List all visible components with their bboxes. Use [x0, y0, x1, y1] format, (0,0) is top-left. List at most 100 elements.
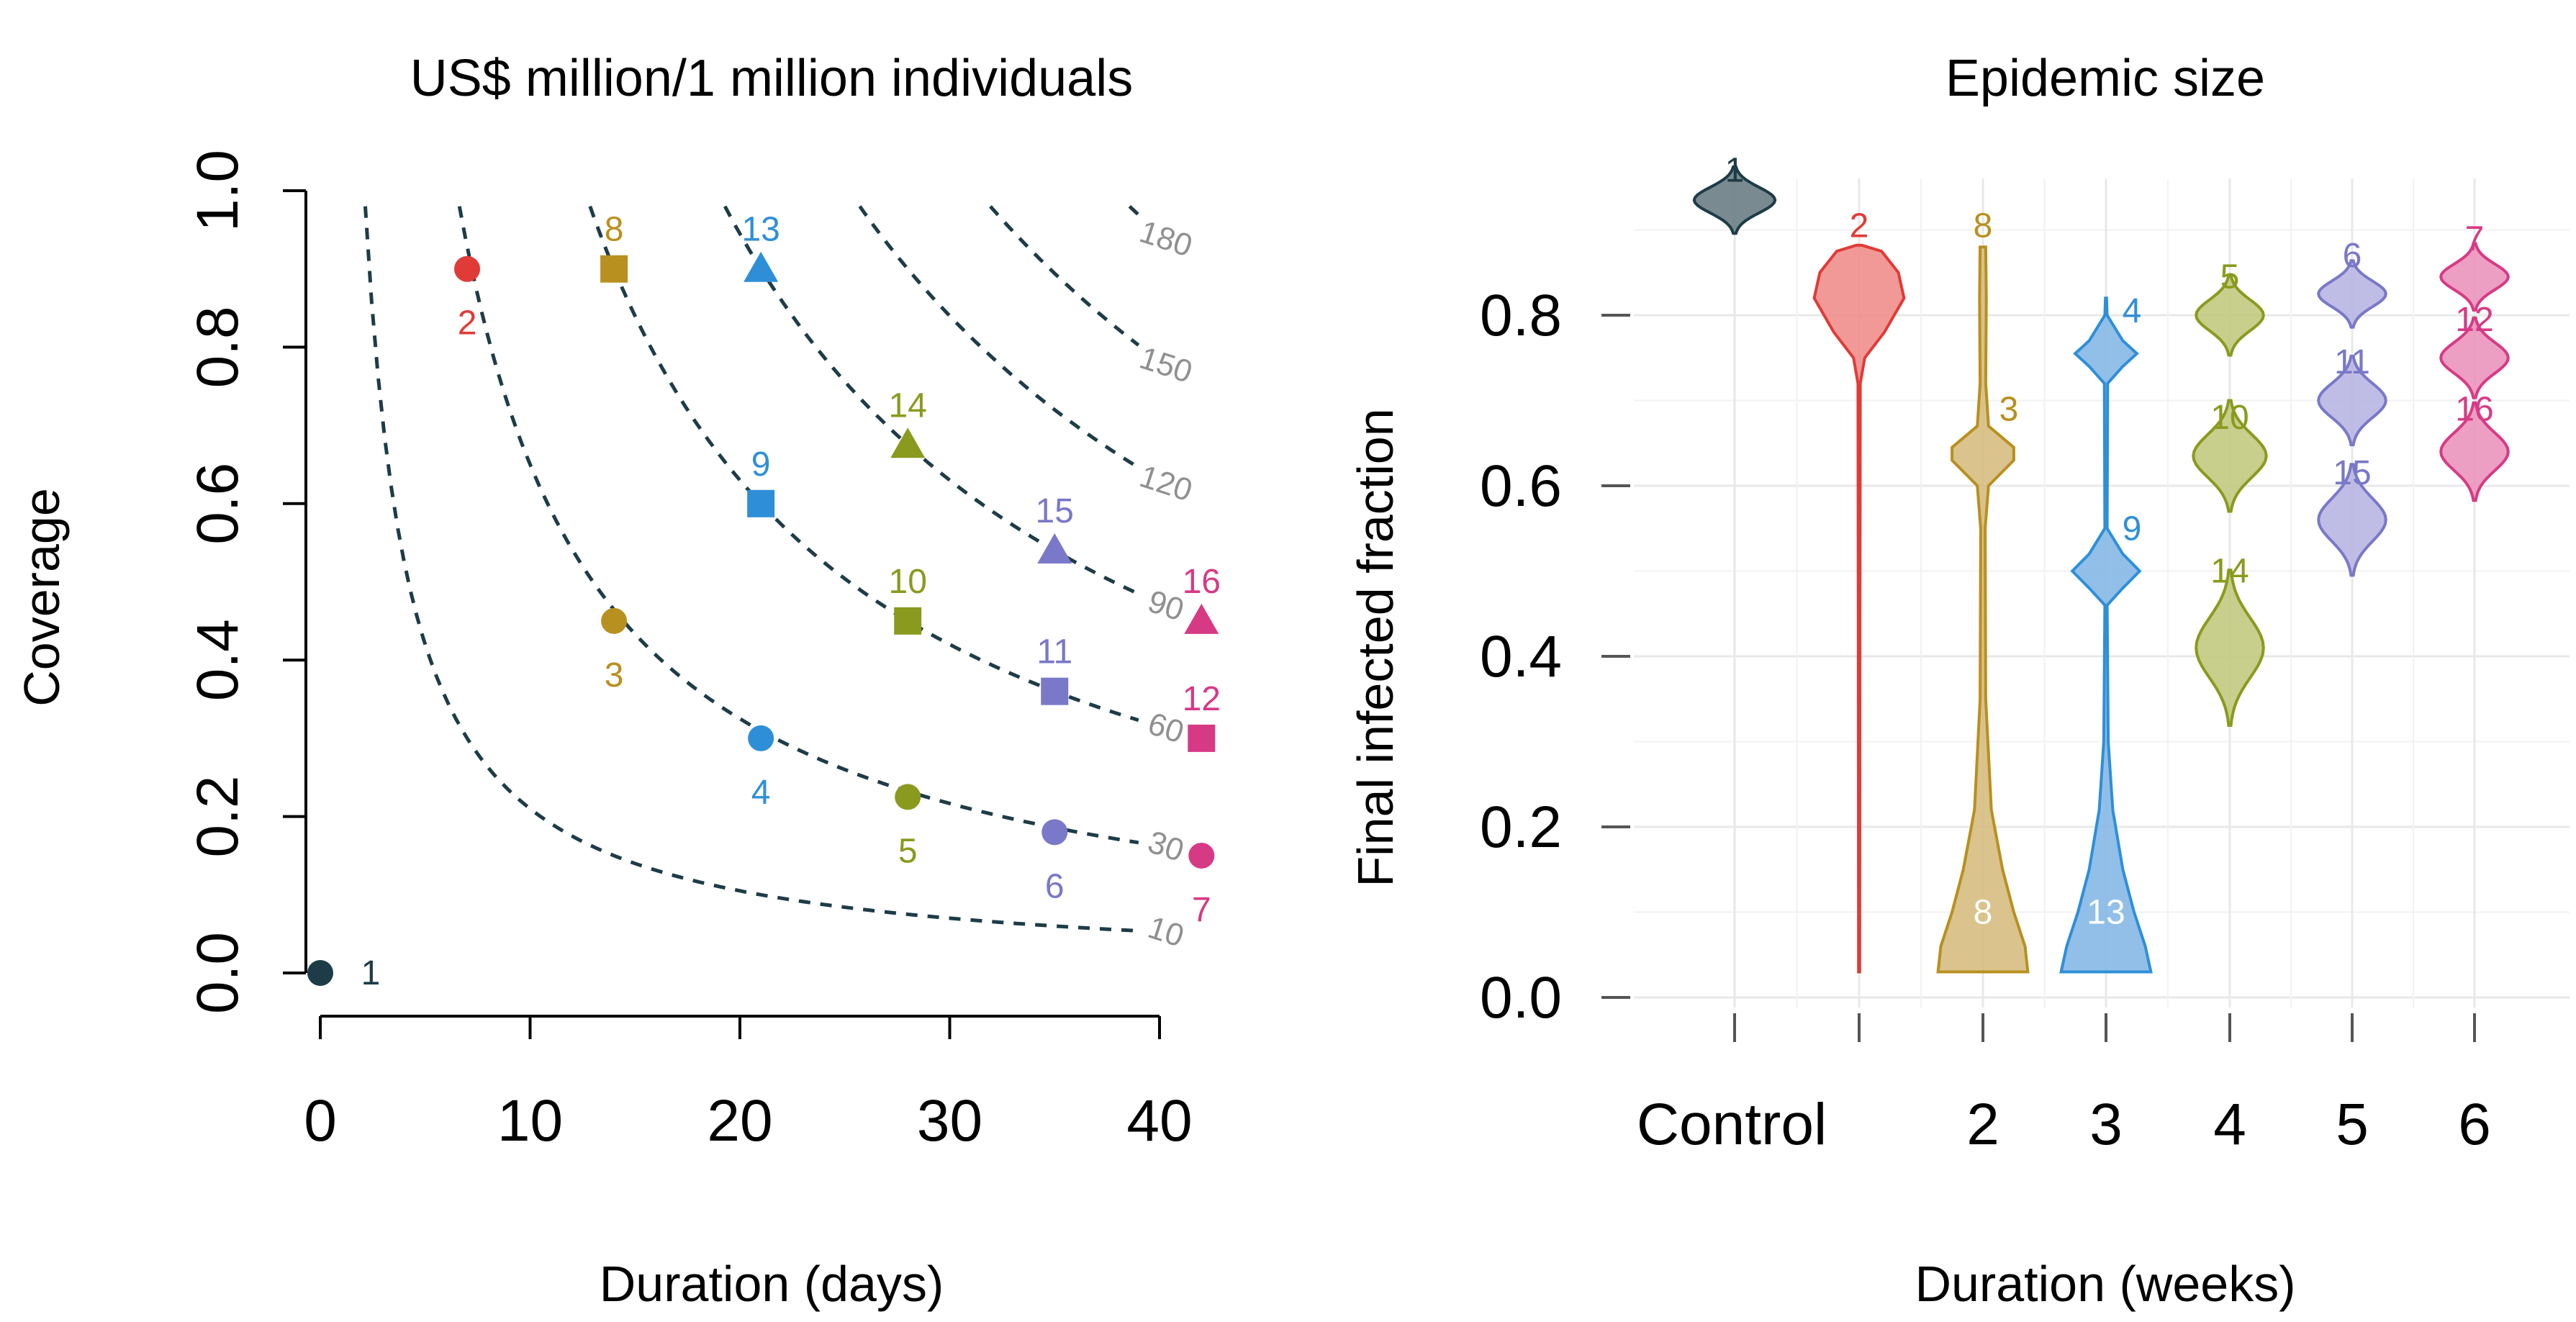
right-x-tick-label: 2 [1966, 1092, 1999, 1157]
point-label-16: 16 [1183, 563, 1221, 601]
left-x-tick-label: 0 [304, 1088, 337, 1154]
point-label-7: 7 [1192, 891, 1211, 929]
point-label-10: 10 [889, 563, 927, 601]
left-y-tick-label: 0.4 [185, 619, 250, 701]
cost-contour-90 [723, 205, 1139, 596]
cost-contour-label: 10 [1144, 910, 1188, 954]
violin-label-5: 5 [2220, 258, 2240, 296]
point-marker-2 [454, 255, 481, 282]
left-y-tick-label: 0.6 [185, 463, 250, 545]
left-y-axis-title: Coverage [14, 488, 70, 707]
violin-mode-label-9: 9 [2123, 510, 2142, 548]
cost-contour-150 [989, 205, 1140, 347]
cost-contour-label: 180 [1135, 214, 1196, 263]
point-label-9: 9 [751, 445, 771, 484]
point-marker-8 [600, 255, 628, 283]
cost-contour-120 [858, 205, 1140, 469]
violin-16 [2439, 401, 2510, 502]
cost-contour-label: 150 [1135, 340, 1196, 390]
right-x-tick-label: 5 [2336, 1092, 2369, 1157]
violin-10 [2192, 399, 2268, 513]
violin-label-14: 14 [2210, 553, 2249, 591]
left-y-tick-label: 0.2 [185, 776, 250, 858]
violin-7 [2439, 242, 2510, 312]
point-marker-5 [895, 784, 921, 810]
right-x-tick-label: 3 [2089, 1092, 2123, 1157]
cost-contour-lines: 10 30 60 90 120 150 180 [363, 204, 1196, 954]
left-panel-title: US$ million/1 million individuals [410, 50, 1133, 107]
violin-15 [2317, 463, 2387, 577]
point-marker-4 [748, 725, 774, 751]
violin-label-11: 11 [2334, 343, 2370, 381]
violin-label-15: 15 [2333, 454, 2371, 492]
cost-contour-label: 90 [1144, 584, 1188, 628]
violin-label-6: 6 [2343, 237, 2362, 275]
violin-5 [2195, 273, 2265, 357]
violin-label-7: 7 [2465, 219, 2485, 258]
right-x-tick-label: Control [1637, 1092, 1827, 1157]
violin-14 [2195, 569, 2265, 727]
violin-mode-label-13-low: 13 [2087, 894, 2125, 932]
cost-contour-label: 120 [1135, 458, 1196, 508]
left-x-tick-label: 30 [917, 1088, 982, 1154]
cost-contour-30 [457, 206, 1139, 845]
violin-label-13: 4 [2123, 292, 2142, 330]
left-y-tick-label: 0.8 [185, 306, 250, 388]
point-marker-7 [1188, 842, 1215, 869]
violin-mode-label-8-low: 8 [1974, 894, 1993, 932]
right-y-tick-label: 0.4 [1480, 624, 1562, 689]
right-y-tick-label: 0.2 [1480, 794, 1562, 860]
point-marker-16 [1184, 603, 1219, 634]
cost-contour-label: 30 [1144, 824, 1188, 869]
point-label-14: 14 [889, 386, 927, 425]
left-x-tick-label: 10 [497, 1088, 563, 1154]
cost-contour-60 [588, 205, 1139, 723]
left-y-tick-label: 0.0 [185, 932, 250, 1014]
point-label-1: 1 [361, 954, 381, 992]
violin-11 [2317, 354, 2387, 447]
point-marker-12 [1188, 724, 1216, 752]
point-marker-11 [1041, 677, 1069, 705]
point-label-4: 4 [751, 774, 771, 812]
cost-contour-180 [1128, 204, 1140, 217]
violin-label-8: 8 [1974, 207, 1993, 245]
violin-label-1: 1 [1725, 152, 1745, 190]
right-y-tick-label: 0.0 [1480, 965, 1562, 1031]
left-x-axis-title: Duration (days) [600, 1256, 944, 1312]
right-y-tick-label: 0.6 [1480, 453, 1562, 519]
point-label-13: 13 [741, 211, 779, 249]
left-panel-cost-contours: US$ million/1 million individuals Durati… [14, 50, 1221, 1312]
right-x-tick-label: 6 [2458, 1092, 2491, 1157]
right-y-tick-label: 0.8 [1480, 283, 1562, 348]
violin-8 [1936, 245, 2030, 974]
left-x-tick-label: 20 [707, 1088, 772, 1154]
point-label-11: 11 [1036, 633, 1072, 671]
left-y-tick-label: 1.0 [185, 150, 250, 232]
violin-label-10: 10 [2210, 399, 2249, 437]
point-marker-10 [894, 607, 922, 635]
left-x-tick-label: 40 [1126, 1088, 1192, 1154]
violin-13 [2059, 296, 2153, 974]
point-label-12: 12 [1183, 680, 1221, 718]
violin-label-12: 12 [2455, 301, 2493, 339]
point-marker-14 [890, 427, 926, 458]
violin-mode-label-3: 3 [1999, 390, 2019, 428]
point-marker-13 [744, 251, 779, 282]
right-x-axis-title: Duration (weeks) [1915, 1256, 2295, 1312]
point-label-15: 15 [1036, 492, 1074, 530]
violin-6 [2317, 259, 2387, 329]
point-label-3: 3 [605, 656, 624, 694]
point-marker-3 [601, 607, 628, 634]
point-label-8: 8 [605, 211, 624, 249]
right-x-tick-label: 4 [2213, 1092, 2246, 1157]
violin-12 [2439, 316, 2510, 399]
left-axes: 0.0 0.2 0.4 0.6 0.8 1.0 0 10 20 30 40 [185, 150, 1193, 1154]
cost-contour-10 [363, 206, 1139, 933]
right-axes: 0.0 0.2 0.4 0.6 0.8 Control 2 3 4 5 6 [1480, 283, 2491, 1157]
cost-contour-label: 60 [1144, 706, 1188, 751]
right-y-axis-title: Final infected fraction [1347, 408, 1404, 887]
right-panel-title: Epidemic size [1945, 50, 2265, 107]
